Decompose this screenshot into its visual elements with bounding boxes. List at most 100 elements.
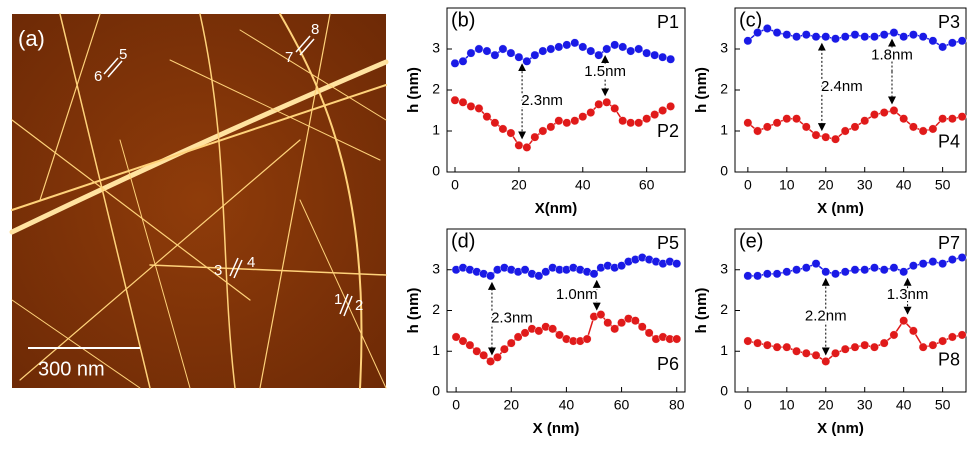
- data-point: [783, 30, 791, 38]
- data-point: [880, 108, 888, 116]
- data-point: [531, 133, 539, 141]
- x-tick-label: 10: [779, 397, 795, 413]
- x-axis-label: X (nm): [817, 420, 864, 437]
- y-tick-label: 1: [720, 342, 728, 358]
- data-point: [763, 341, 771, 349]
- data-point: [466, 341, 474, 349]
- marker-label: 1: [334, 291, 342, 308]
- data-point: [603, 45, 611, 53]
- series-name: P1: [657, 12, 679, 32]
- data-point: [638, 323, 646, 331]
- data-point: [539, 47, 547, 55]
- x-axis-label: X (nm): [533, 420, 580, 437]
- data-point: [880, 339, 888, 347]
- x-tick-label: 40: [896, 397, 912, 413]
- data-point: [802, 349, 810, 357]
- plot-frame: [447, 8, 685, 172]
- panel-label: (a): [18, 26, 45, 51]
- series-name: P6: [657, 354, 679, 374]
- data-point: [595, 51, 603, 59]
- y-tick-label: 0: [720, 163, 728, 179]
- data-point: [763, 123, 771, 131]
- data-point: [531, 51, 539, 59]
- panel-label: (d): [451, 230, 475, 252]
- annotation: 2.3nm: [491, 310, 533, 327]
- data-point: [507, 129, 515, 137]
- data-point: [812, 259, 820, 267]
- data-point: [899, 316, 907, 324]
- y-tick-label: 0: [720, 383, 728, 399]
- data-point: [555, 43, 563, 51]
- data-point: [861, 33, 869, 41]
- data-point: [870, 264, 878, 272]
- data-point: [523, 143, 531, 151]
- data-point: [831, 35, 839, 43]
- data-point: [929, 37, 937, 45]
- data-point: [851, 266, 859, 274]
- panel-label: (e): [739, 230, 763, 252]
- data-point: [753, 127, 761, 135]
- panel-label: (b): [451, 9, 475, 31]
- data-point: [783, 268, 791, 276]
- data-point: [802, 123, 810, 131]
- x-tick-label: 40: [575, 177, 591, 193]
- data-point: [631, 316, 639, 324]
- data-point: [626, 119, 634, 127]
- data-point: [841, 345, 849, 353]
- data-point: [802, 264, 810, 272]
- data-point: [658, 53, 666, 61]
- series-line: [748, 321, 962, 362]
- data-point: [802, 30, 810, 38]
- data-point: [890, 28, 898, 36]
- data-point: [938, 337, 946, 345]
- data-point: [919, 259, 927, 267]
- data-point: [571, 39, 579, 47]
- annotation: 2.2nm: [805, 308, 847, 325]
- annotation: 1.3nm: [887, 286, 929, 303]
- data-point: [812, 351, 820, 359]
- data-point: [563, 119, 571, 127]
- data-point: [744, 119, 752, 127]
- data-point: [650, 51, 658, 59]
- data-point: [870, 110, 878, 118]
- data-point: [500, 345, 508, 353]
- data-point: [958, 331, 966, 339]
- data-point: [590, 270, 598, 278]
- data-point: [523, 57, 531, 65]
- data-point: [909, 30, 917, 38]
- data-point: [861, 341, 869, 349]
- data-point: [929, 125, 937, 133]
- x-axis-label: X(nm): [535, 200, 578, 217]
- data-point: [587, 108, 595, 116]
- marker-label: 2: [355, 297, 363, 314]
- data-point: [841, 33, 849, 41]
- data-point: [579, 43, 587, 51]
- y-tick-label: 3: [720, 40, 728, 56]
- data-point: [583, 335, 591, 343]
- x-tick-label: 0: [451, 177, 459, 193]
- data-point: [744, 337, 752, 345]
- data-point: [547, 123, 555, 131]
- data-point: [483, 112, 491, 120]
- panel-label: (c): [739, 9, 762, 31]
- data-point: [792, 115, 800, 123]
- data-point: [792, 33, 800, 41]
- series-name: P7: [938, 233, 960, 253]
- data-point: [841, 268, 849, 276]
- data-point: [822, 268, 830, 276]
- scale-bar-label: 300 nm: [38, 358, 105, 380]
- data-point: [938, 259, 946, 267]
- data-point: [459, 98, 467, 106]
- series-name: P8: [938, 350, 960, 370]
- data-point: [899, 115, 907, 123]
- y-tick-label: 0: [432, 163, 440, 179]
- data-point: [753, 272, 761, 280]
- marker-label: 8: [311, 21, 319, 38]
- data-point: [812, 33, 820, 41]
- data-point: [486, 272, 494, 280]
- data-point: [861, 117, 869, 125]
- y-tick-label: 0: [432, 383, 440, 399]
- data-point: [642, 115, 650, 123]
- x-tick-label: 0: [744, 177, 752, 193]
